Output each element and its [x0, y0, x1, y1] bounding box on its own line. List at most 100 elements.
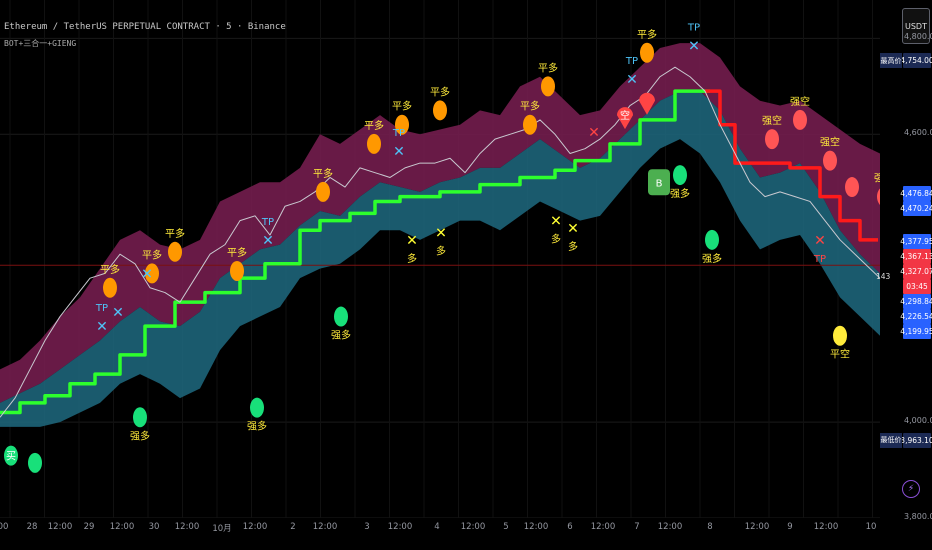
marker-circle	[877, 188, 880, 205]
marker-circle	[833, 325, 847, 346]
price-label: 3,963.10	[900, 432, 932, 448]
marker-x: ✕	[435, 226, 447, 242]
marker-label: 多	[551, 233, 561, 246]
marker-x: ✕	[112, 305, 124, 321]
marker-label: 平多	[165, 227, 185, 240]
marker-label: TP	[813, 254, 826, 265]
price-chart[interactable]: 平多平多平多平多平多平多平多平多平多平多平多买强多强多强多强多强多强空强空强空强…	[0, 0, 880, 518]
x-tick-label: 4	[434, 522, 440, 532]
marker-label: 平多	[538, 61, 558, 74]
marker-circle	[28, 452, 42, 473]
marker-circle	[250, 397, 264, 418]
x-tick-label: 12:00	[523, 522, 549, 532]
marker-x: ✕	[588, 125, 600, 141]
marker-circle	[145, 263, 159, 284]
chart-area[interactable]: 平多 平多 平多 平多 平多 平多 平多 平多 平多 平多 平多买强多 强多 强多 强多 强多 强空 强空 强空强…	[0, 0, 880, 518]
marker-circle	[168, 241, 182, 262]
marker-circle	[523, 114, 537, 135]
marker-label: 强空	[790, 95, 810, 108]
marker-x: ✕	[262, 233, 274, 249]
marker-label: 平多	[364, 119, 384, 132]
marker-label: 强空	[874, 172, 880, 185]
price-label: 4,754.00	[900, 53, 932, 69]
marker-circle	[673, 165, 687, 186]
marker-label: 强多	[670, 187, 690, 200]
marker-label: TP	[95, 303, 108, 314]
marker-label: 强空	[820, 136, 840, 149]
marker-x: ✕	[96, 319, 108, 335]
marker-circle	[367, 133, 381, 154]
marker-circle	[133, 407, 147, 428]
marker-circle	[705, 229, 719, 250]
price-label: 4,226.54	[900, 308, 932, 324]
marker-label: 多	[407, 252, 417, 265]
x-tick-label: 6	[567, 522, 573, 532]
x-tick-label: 00	[0, 522, 9, 532]
marker-x: ✕	[626, 72, 638, 88]
x-tick-label: 2	[290, 522, 296, 532]
marker-circle	[395, 114, 409, 135]
marker-label: 空	[620, 109, 630, 122]
marker-x: ✕	[406, 233, 418, 249]
x-tick-label: 12:00	[657, 522, 683, 532]
marker-label: 平多	[313, 167, 333, 180]
marker-circle	[765, 129, 779, 150]
series-line-0	[0, 89, 710, 415]
extreme-price-tag: 最高价	[880, 53, 902, 69]
marker-circle	[845, 177, 859, 198]
x-tick-label: 12:00	[813, 522, 839, 532]
currency-button[interactable]: USDT	[902, 8, 930, 44]
marker-label: 平多	[392, 100, 412, 113]
x-tick-label: 29	[83, 522, 95, 532]
price-label: 4,367.13	[900, 248, 932, 264]
marker-label: 平空	[830, 348, 850, 361]
marker-circle	[433, 100, 447, 121]
marker-x: ✕	[688, 39, 700, 55]
marker-label: 平多	[227, 246, 247, 259]
marker-box	[648, 169, 670, 196]
marker-circle	[793, 109, 807, 130]
marker-label: 强多	[702, 252, 722, 265]
series-line-2	[0, 66, 880, 418]
marker-x: ✕	[814, 233, 826, 249]
lower-band	[0, 91, 880, 427]
marker-label: 强多	[130, 429, 150, 442]
extreme-price-tag: 最低价	[880, 432, 902, 448]
x-tick-label: 12:00	[47, 522, 73, 532]
marker-label: 平多	[520, 100, 540, 113]
x-tick-label: 12:00	[109, 522, 135, 532]
marker-label: 买	[6, 451, 16, 463]
lightning-icon[interactable]: ⚡	[902, 480, 920, 498]
x-tick-label: 7	[634, 522, 640, 532]
y-tick-label: 4,800.00	[904, 32, 932, 42]
x-tick-label: 8	[707, 522, 713, 532]
price-label: 4,199.95	[900, 323, 932, 339]
marker-x: ✕	[550, 214, 562, 230]
marker-pin	[617, 107, 633, 130]
x-tick-label: 5	[503, 522, 509, 532]
marker-x: ✕	[141, 266, 153, 282]
price-label: 03:45	[903, 278, 931, 294]
series-line-1	[705, 89, 878, 242]
marker-label: 多	[436, 245, 446, 258]
marker-label: TP	[687, 23, 700, 34]
marker-circle	[823, 150, 837, 171]
marker-label: 平多	[430, 85, 450, 98]
x-tick-label: 12:00	[590, 522, 616, 532]
current-price-tag: 143	[876, 272, 891, 281]
marker-label: TP	[261, 217, 274, 228]
marker-label: 强多	[331, 329, 351, 342]
marker-x: ✕	[567, 221, 579, 237]
x-tick-label: 10月	[212, 524, 232, 534]
marker-label: 平多	[100, 263, 120, 276]
marker-circle	[4, 445, 18, 466]
marker-circle	[316, 181, 330, 202]
price-label: 4,470.24	[900, 201, 932, 217]
marker-x: ✕	[393, 144, 405, 160]
x-tick-label: 30	[148, 522, 160, 532]
price-label: 4,476.84	[900, 186, 932, 202]
marker-circle	[103, 277, 117, 298]
x-tick-label: 12:00	[242, 522, 268, 532]
indicator-name[interactable]: BOT+三合一+GIENG	[4, 39, 77, 48]
marker-pin	[639, 92, 655, 115]
